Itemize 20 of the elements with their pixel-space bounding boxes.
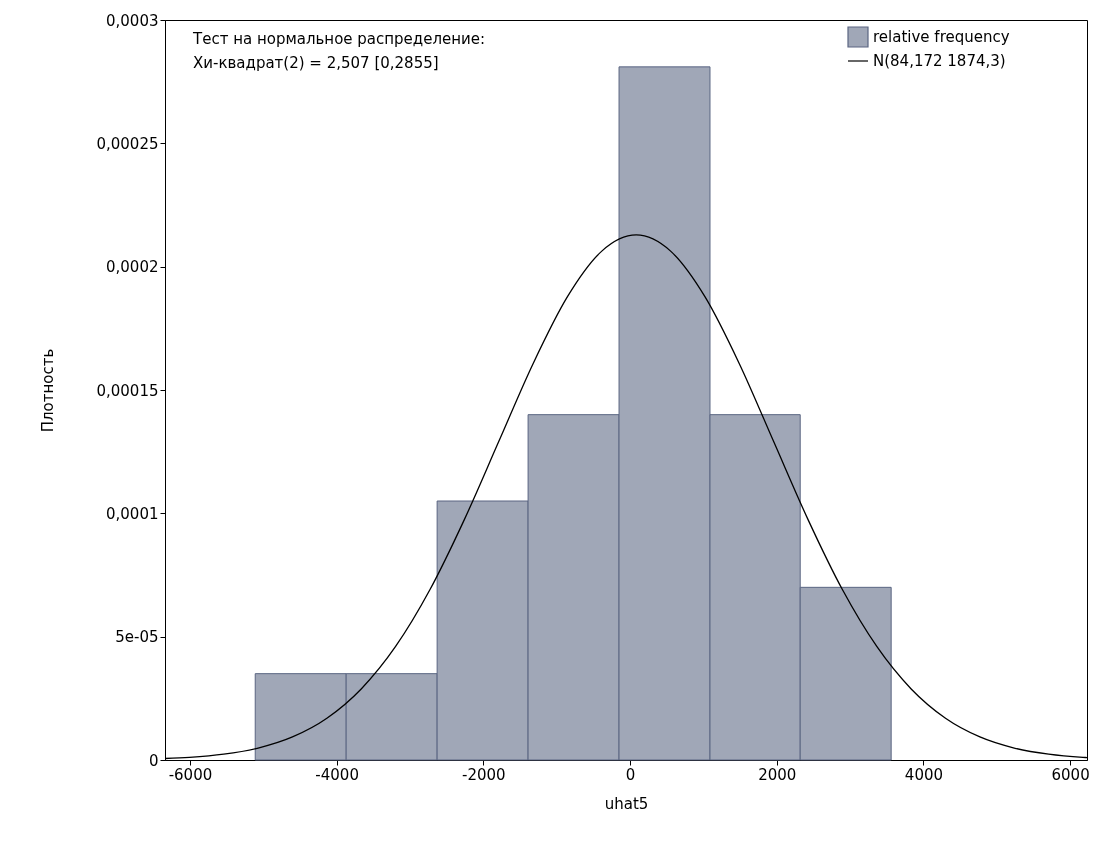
x-tick-label: -2000 <box>462 765 506 784</box>
x-tick-label: 6000 <box>1051 765 1090 784</box>
y-axis-title: Плотность <box>39 348 58 433</box>
y-tick-label: 0,0003 <box>106 11 159 30</box>
y-tick-label: 0,00025 <box>96 134 159 153</box>
legend-label: relative frequency <box>873 28 1010 46</box>
y-tick-label: 0,0001 <box>106 504 159 523</box>
x-tick-label: 0 <box>625 765 636 784</box>
annotation: Тест на нормальное распределение: <box>192 30 486 48</box>
x-tick-label: -4000 <box>315 765 359 784</box>
x-tick-label: 4000 <box>904 765 944 784</box>
y-tick-label: 0,0002 <box>106 258 159 277</box>
y-tick-label: 0,00015 <box>96 381 159 400</box>
legend-label: N(84,172 1874,3) <box>873 52 1006 70</box>
annotation: Хи-квадрат(2) = 2,507 [0,2855] <box>193 54 439 72</box>
y-tick-label: 0 <box>148 751 159 770</box>
x-tick-label: 2000 <box>758 765 797 784</box>
y-tick-label: 5e-05 <box>115 628 159 647</box>
x-axis-title: uhat5 <box>604 794 649 813</box>
x-tick-label: -6000 <box>168 765 213 784</box>
